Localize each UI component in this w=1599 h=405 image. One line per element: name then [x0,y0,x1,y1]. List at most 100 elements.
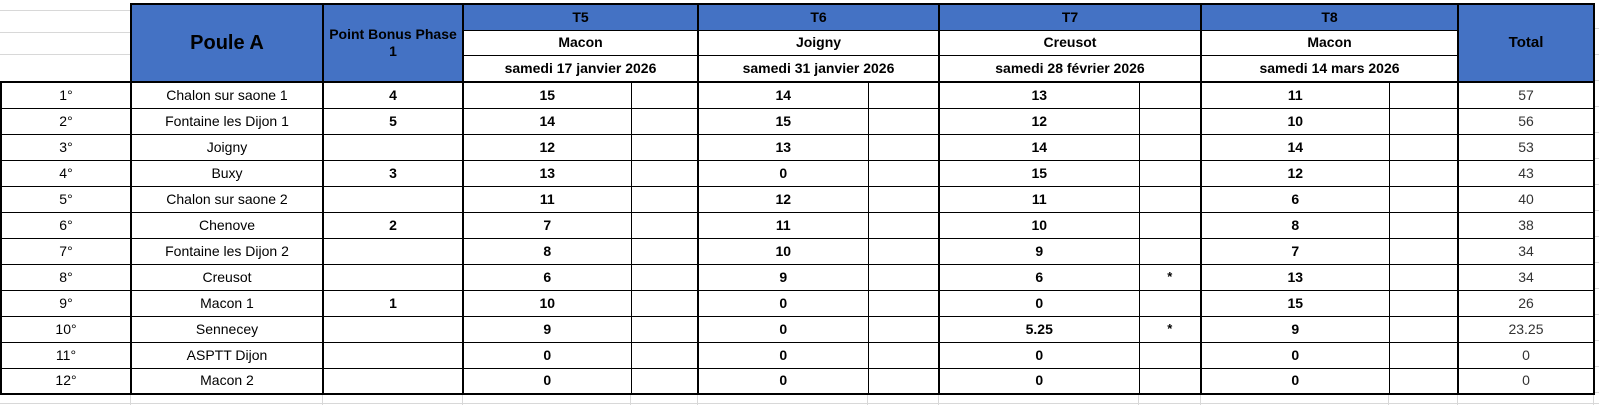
team-cell[interactable]: Fontaine les Dijon 1 [130,107,324,135]
star-t7-cell[interactable] [1138,185,1202,213]
star-t8-cell[interactable] [1388,367,1459,395]
total-cell[interactable]: 23.25 [1457,315,1595,343]
rank-cell[interactable]: 1° [0,81,132,109]
total-cell[interactable]: 26 [1457,289,1595,317]
score-t5-cell[interactable]: 0 [462,367,632,395]
bonus-cell[interactable] [322,133,464,161]
score-t6-cell[interactable]: 0 [697,367,869,395]
score-t6-cell[interactable]: 0 [697,289,869,317]
star-t7-cell[interactable] [1138,289,1202,317]
team-cell[interactable]: Fontaine les Dijon 2 [130,237,324,265]
star-t7-cell[interactable] [1138,107,1202,135]
total-cell[interactable]: 56 [1457,107,1595,135]
star-t8-cell[interactable] [1388,185,1459,213]
date-t7-cell[interactable]: samedi 28 février 2026 [938,54,1202,83]
bonus-cell[interactable] [322,237,464,265]
bonus-header-cell[interactable]: Point Bonus Phase 1 [322,3,464,83]
rank-cell[interactable]: 6° [0,211,132,239]
bonus-cell[interactable] [322,341,464,369]
star-t5-cell[interactable] [630,81,699,109]
score-t8-cell[interactable]: 0 [1200,367,1390,395]
score-t7-cell[interactable]: 12 [938,107,1140,135]
score-t5-cell[interactable]: 0 [462,341,632,369]
star-t8-cell[interactable] [1388,263,1459,291]
score-t6-cell[interactable]: 15 [697,107,869,135]
star-t6-cell[interactable] [867,237,940,265]
star-t6-cell[interactable] [867,315,940,343]
score-t5-cell[interactable]: 15 [462,81,632,109]
star-t5-cell[interactable] [630,185,699,213]
team-cell[interactable]: Joigny [130,133,324,161]
star-t5-cell[interactable] [630,341,699,369]
star-t6-cell[interactable] [867,159,940,187]
star-t7-cell[interactable]: * [1138,263,1202,291]
bonus-cell[interactable]: 2 [322,211,464,239]
score-t5-cell[interactable]: 8 [462,237,632,265]
score-t8-cell[interactable]: 15 [1200,289,1390,317]
venue-t7-cell[interactable]: Creusot [938,29,1202,56]
rank-cell[interactable]: 11° [0,341,132,369]
score-t8-cell[interactable]: 11 [1200,81,1390,109]
score-t7-cell[interactable]: 10 [938,211,1140,239]
star-t7-cell[interactable]: * [1138,315,1202,343]
score-t8-cell[interactable]: 6 [1200,185,1390,213]
bonus-cell[interactable] [322,315,464,343]
star-t6-cell[interactable] [867,185,940,213]
score-t8-cell[interactable]: 14 [1200,133,1390,161]
tournament-t8-header[interactable]: T8 [1200,3,1459,31]
score-t6-cell[interactable]: 0 [697,341,869,369]
score-t6-cell[interactable]: 13 [697,133,869,161]
star-t5-cell[interactable] [630,315,699,343]
score-t7-cell[interactable]: 9 [938,237,1140,265]
star-t6-cell[interactable] [867,107,940,135]
score-t8-cell[interactable]: 9 [1200,315,1390,343]
bonus-cell[interactable] [322,185,464,213]
score-t7-cell[interactable]: 13 [938,81,1140,109]
star-t6-cell[interactable] [867,289,940,317]
star-t7-cell[interactable] [1138,367,1202,395]
rank-cell[interactable]: 12° [0,367,132,395]
star-t5-cell[interactable] [630,263,699,291]
star-t8-cell[interactable] [1388,107,1459,135]
total-header-cell[interactable]: Total [1457,3,1595,83]
team-cell[interactable]: Chalon sur saone 2 [130,185,324,213]
rank-cell[interactable]: 3° [0,133,132,161]
total-cell[interactable]: 0 [1457,341,1595,369]
score-t5-cell[interactable]: 9 [462,315,632,343]
score-t7-cell[interactable]: 15 [938,159,1140,187]
star-t8-cell[interactable] [1388,315,1459,343]
venue-t6-cell[interactable]: Joigny [697,29,940,56]
bonus-cell[interactable]: 3 [322,159,464,187]
total-cell[interactable]: 40 [1457,185,1595,213]
score-t8-cell[interactable]: 13 [1200,263,1390,291]
star-t5-cell[interactable] [630,237,699,265]
star-t8-cell[interactable] [1388,133,1459,161]
star-t5-cell[interactable] [630,367,699,395]
score-t8-cell[interactable]: 7 [1200,237,1390,265]
score-t8-cell[interactable]: 10 [1200,107,1390,135]
star-t7-cell[interactable] [1138,81,1202,109]
star-t8-cell[interactable] [1388,341,1459,369]
rank-cell[interactable]: 7° [0,237,132,265]
tournament-t5-header[interactable]: T5 [462,3,699,31]
rank-cell[interactable]: 4° [0,159,132,187]
team-cell[interactable]: Sennecey [130,315,324,343]
score-t7-cell[interactable]: 0 [938,341,1140,369]
score-t7-cell[interactable]: 6 [938,263,1140,291]
date-t6-cell[interactable]: samedi 31 janvier 2026 [697,54,940,83]
team-cell[interactable]: Creusot [130,263,324,291]
rank-cell[interactable]: 5° [0,185,132,213]
score-t5-cell[interactable]: 10 [462,289,632,317]
score-t6-cell[interactable]: 14 [697,81,869,109]
score-t8-cell[interactable]: 0 [1200,341,1390,369]
score-t7-cell[interactable]: 0 [938,289,1140,317]
star-t6-cell[interactable] [867,133,940,161]
score-t7-cell[interactable]: 14 [938,133,1140,161]
bonus-cell[interactable]: 1 [322,289,464,317]
score-t6-cell[interactable]: 11 [697,211,869,239]
score-t6-cell[interactable]: 12 [697,185,869,213]
total-cell[interactable]: 38 [1457,211,1595,239]
star-t5-cell[interactable] [630,211,699,239]
venue-t5-cell[interactable]: Macon [462,29,699,56]
score-t8-cell[interactable]: 8 [1200,211,1390,239]
